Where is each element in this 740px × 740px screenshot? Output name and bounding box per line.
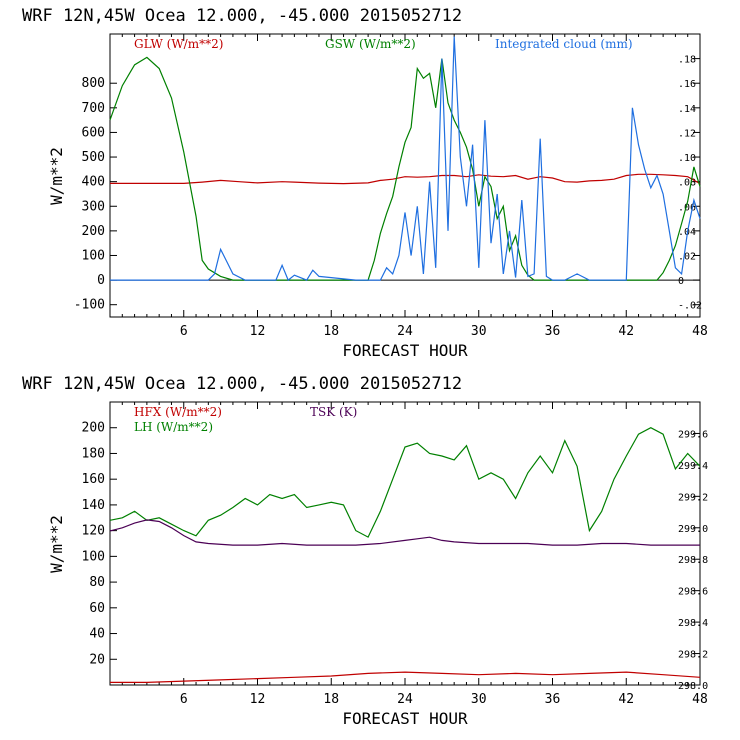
panel-2-axes: 6 12 18 24 30 36 42 48 20 40 60 80 100 120 140 160 180 20… bbox=[82, 402, 708, 707]
panel-2-ytick-label: 80 bbox=[89, 575, 105, 590]
panel-2-y2tick-label: 299.6 bbox=[678, 429, 708, 440]
panel-1-ytick-label: 600 bbox=[82, 125, 105, 140]
panel-2-ytick-label: 160 bbox=[82, 472, 105, 487]
panel-2-ytick-label: 100 bbox=[82, 549, 105, 564]
panel-2-legend-tsk: TSK (K) bbox=[310, 405, 357, 419]
panel-1-ytick-label: 300 bbox=[82, 199, 105, 214]
panel-1-legend-cloud: Integrated cloud (mm) bbox=[495, 37, 633, 51]
panel-1-series-glw bbox=[110, 173, 701, 185]
panel-2-ytick-label: 60 bbox=[89, 601, 105, 616]
panel-1-ytick-label: 800 bbox=[82, 76, 105, 91]
panel-1-ytick-label: 500 bbox=[82, 150, 105, 165]
panel-2-xtick-label: 18 bbox=[323, 692, 339, 707]
panel-2-ytick-label: 140 bbox=[82, 498, 105, 513]
panel-2-xtick-label: 24 bbox=[397, 692, 413, 707]
panel-2-xtick-label: 30 bbox=[471, 692, 487, 707]
panel-1-y2tick-label: .06 bbox=[678, 202, 696, 213]
panel-1-xtick-label: 48 bbox=[692, 324, 708, 339]
panel-1-series-gsw bbox=[109, 56, 701, 281]
panel-2-y2tick-label: 299.2 bbox=[678, 492, 708, 503]
panel-2-xtick-label: 6 bbox=[180, 692, 188, 707]
panel-1-series bbox=[109, 36, 701, 282]
panel-1-xtick-label: 24 bbox=[397, 324, 413, 339]
panel-1-xtick-label: 18 bbox=[323, 324, 339, 339]
panel-1-ytick-label: -100 bbox=[74, 298, 105, 313]
panel-2-xtick-label: 36 bbox=[545, 692, 561, 707]
panel-2-ytick-label: 20 bbox=[89, 652, 105, 667]
panel-1: WRF 12N,45W Ocea 12.000, -45.000 2015052… bbox=[22, 6, 708, 360]
panel-2-xtick-label: 42 bbox=[618, 692, 634, 707]
panel-1-ylabel: W/m**2 bbox=[47, 147, 66, 205]
panel-1-y2tick-label: .18 bbox=[678, 55, 696, 66]
panel-2-xlabel: FORECAST HOUR bbox=[342, 709, 468, 728]
panel-2-series-tsk bbox=[109, 519, 700, 546]
panel-2-y2tick-label: 298.4 bbox=[678, 618, 708, 629]
panel-1-axes: 6 12 18 24 30 36 42 48 -100 0 100 200 300 400 500 600 70… bbox=[74, 34, 708, 339]
panel-2-series-lh bbox=[109, 427, 701, 538]
panel-1-ytick-label: 100 bbox=[82, 248, 105, 263]
panel-1-ytick-label: 0 bbox=[97, 273, 105, 288]
panel-2-xtick-label: 12 bbox=[250, 692, 266, 707]
panel-2-y2tick-label: 298.2 bbox=[678, 650, 708, 661]
panel-1-ytick-label: 400 bbox=[82, 175, 105, 190]
panel-2-y2tick-label: 298.0 bbox=[678, 681, 708, 692]
panel-2-ytick-label: 200 bbox=[82, 421, 105, 436]
panel-2-series bbox=[109, 427, 701, 684]
panel-1-y2tick-label: .02 bbox=[678, 251, 696, 262]
panel-1-y2tick-label: .10 bbox=[678, 153, 696, 164]
panel-1-y2tick-label: 0 bbox=[678, 276, 684, 287]
panel-2-y2tick-label: 298.6 bbox=[678, 587, 708, 598]
panel-2-legend-lh: LH (W/m**2) bbox=[134, 420, 213, 434]
panel-2-y2tick-label: 299.4 bbox=[678, 461, 708, 472]
panel-1-xtick-label: 12 bbox=[250, 324, 266, 339]
panel-1-y2tick-label: .16 bbox=[678, 79, 696, 90]
panel-2-xtick-label: 48 bbox=[692, 692, 708, 707]
panel-1-xtick-label: 30 bbox=[471, 324, 487, 339]
panel-1-series-integrated bbox=[110, 36, 701, 282]
panel-2-legend-hfx: HFX (W/m**2) bbox=[134, 405, 222, 419]
panel-1-xlabel: FORECAST HOUR bbox=[342, 341, 468, 360]
panel-1-xtick-label: 6 bbox=[180, 324, 188, 339]
panel-2-ytick-label: 40 bbox=[89, 627, 105, 642]
panel-1-y2tick-label: .14 bbox=[678, 104, 696, 115]
panel-2-ytick-label: 120 bbox=[82, 524, 105, 539]
panel-1-plot-frame bbox=[109, 33, 701, 318]
panel-2-ytick-label: 180 bbox=[82, 446, 105, 461]
panel-2-ylabel: W/m**2 bbox=[47, 515, 66, 573]
panel-1-xtick-label: 36 bbox=[545, 324, 561, 339]
panel-1-xtick-label: 42 bbox=[618, 324, 634, 339]
panel-1-y2tick-label: .12 bbox=[678, 128, 696, 139]
panel-1-legend-glw: GLW (W/m**2) bbox=[134, 37, 223, 51]
panel-1-ytick-label: 700 bbox=[82, 101, 105, 116]
panel-2-series-hfx bbox=[110, 671, 701, 684]
panel-2-y2tick-label: 298.8 bbox=[678, 555, 708, 566]
panel-1-legend-gsw: GSW (W/m**2) bbox=[325, 37, 416, 51]
panel-1-y2tick-label: .08 bbox=[678, 178, 696, 189]
panel-1-title: WRF 12N,45W Ocea 12.000, -45.000 2015052… bbox=[22, 6, 462, 26]
panel-1-ytick-label: 200 bbox=[82, 224, 105, 239]
panel-1-y2tick-label: -.02 bbox=[678, 301, 702, 312]
panel-2: WRF 12N,45W Ocea 12.000, -45.000 2015052… bbox=[22, 374, 708, 728]
panel-2-title: WRF 12N,45W Ocea 12.000, -45.000 2015052… bbox=[22, 374, 462, 394]
panel-2-y2tick-label: 299.0 bbox=[678, 524, 708, 535]
